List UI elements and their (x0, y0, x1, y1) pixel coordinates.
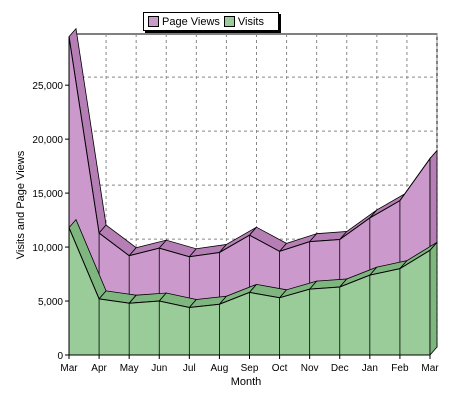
x-tick-label-7: Oct (272, 363, 288, 374)
x-tick-label-6: Sep (241, 363, 259, 374)
legend-item-page-views: Page Views (148, 16, 220, 28)
axes (65, 37, 431, 359)
x-tick-label-11: Feb (391, 363, 409, 374)
tick-labels: 0 5,000 10,000 15,000 20,000 25,000 Mar Apr May J… (32, 81, 439, 374)
legend-label-page-views: Page Views (162, 15, 220, 28)
x-tick-label-2: May (120, 363, 139, 374)
y-tick-label-3: 15,000 (32, 189, 63, 200)
y-tick-label-4: 20,000 (32, 135, 63, 146)
visits-end-face (429, 241, 438, 357)
x-tick-label-3: Jun (151, 363, 167, 374)
x-tick-label-1: Apr (91, 363, 107, 374)
x-tick-label-5: Aug (211, 363, 229, 374)
legend-item-visits: Visits (223, 15, 264, 28)
x-tick-label-0: Mar (60, 363, 78, 374)
y-tick-label-2: 10,000 (32, 243, 63, 254)
legend-swatch-page-views (148, 16, 159, 27)
x-axis-title: Month (231, 376, 262, 388)
legend-swatch-visits (223, 16, 235, 27)
x-tick-label-9: Dec (331, 363, 349, 374)
legend-label-visits: Visits (237, 15, 264, 28)
chart-legend: Page Views Visits (143, 12, 279, 31)
y-tick-label-0: 0 (57, 351, 63, 362)
x-tick-label-10: Jan (362, 363, 378, 374)
x-tick-label-4: Jul (183, 363, 196, 374)
y-tick-label-1: 5,000 (38, 297, 63, 308)
x-tick-label-12: Mar (421, 363, 439, 374)
x-tick-label-8: Nov (301, 363, 319, 374)
plot-areas (68, 27, 438, 357)
y-axis-title: Visits and Page Views (15, 150, 27, 259)
page-views-end-face (429, 149, 438, 252)
y-tick-label-5: 25,000 (32, 81, 63, 92)
